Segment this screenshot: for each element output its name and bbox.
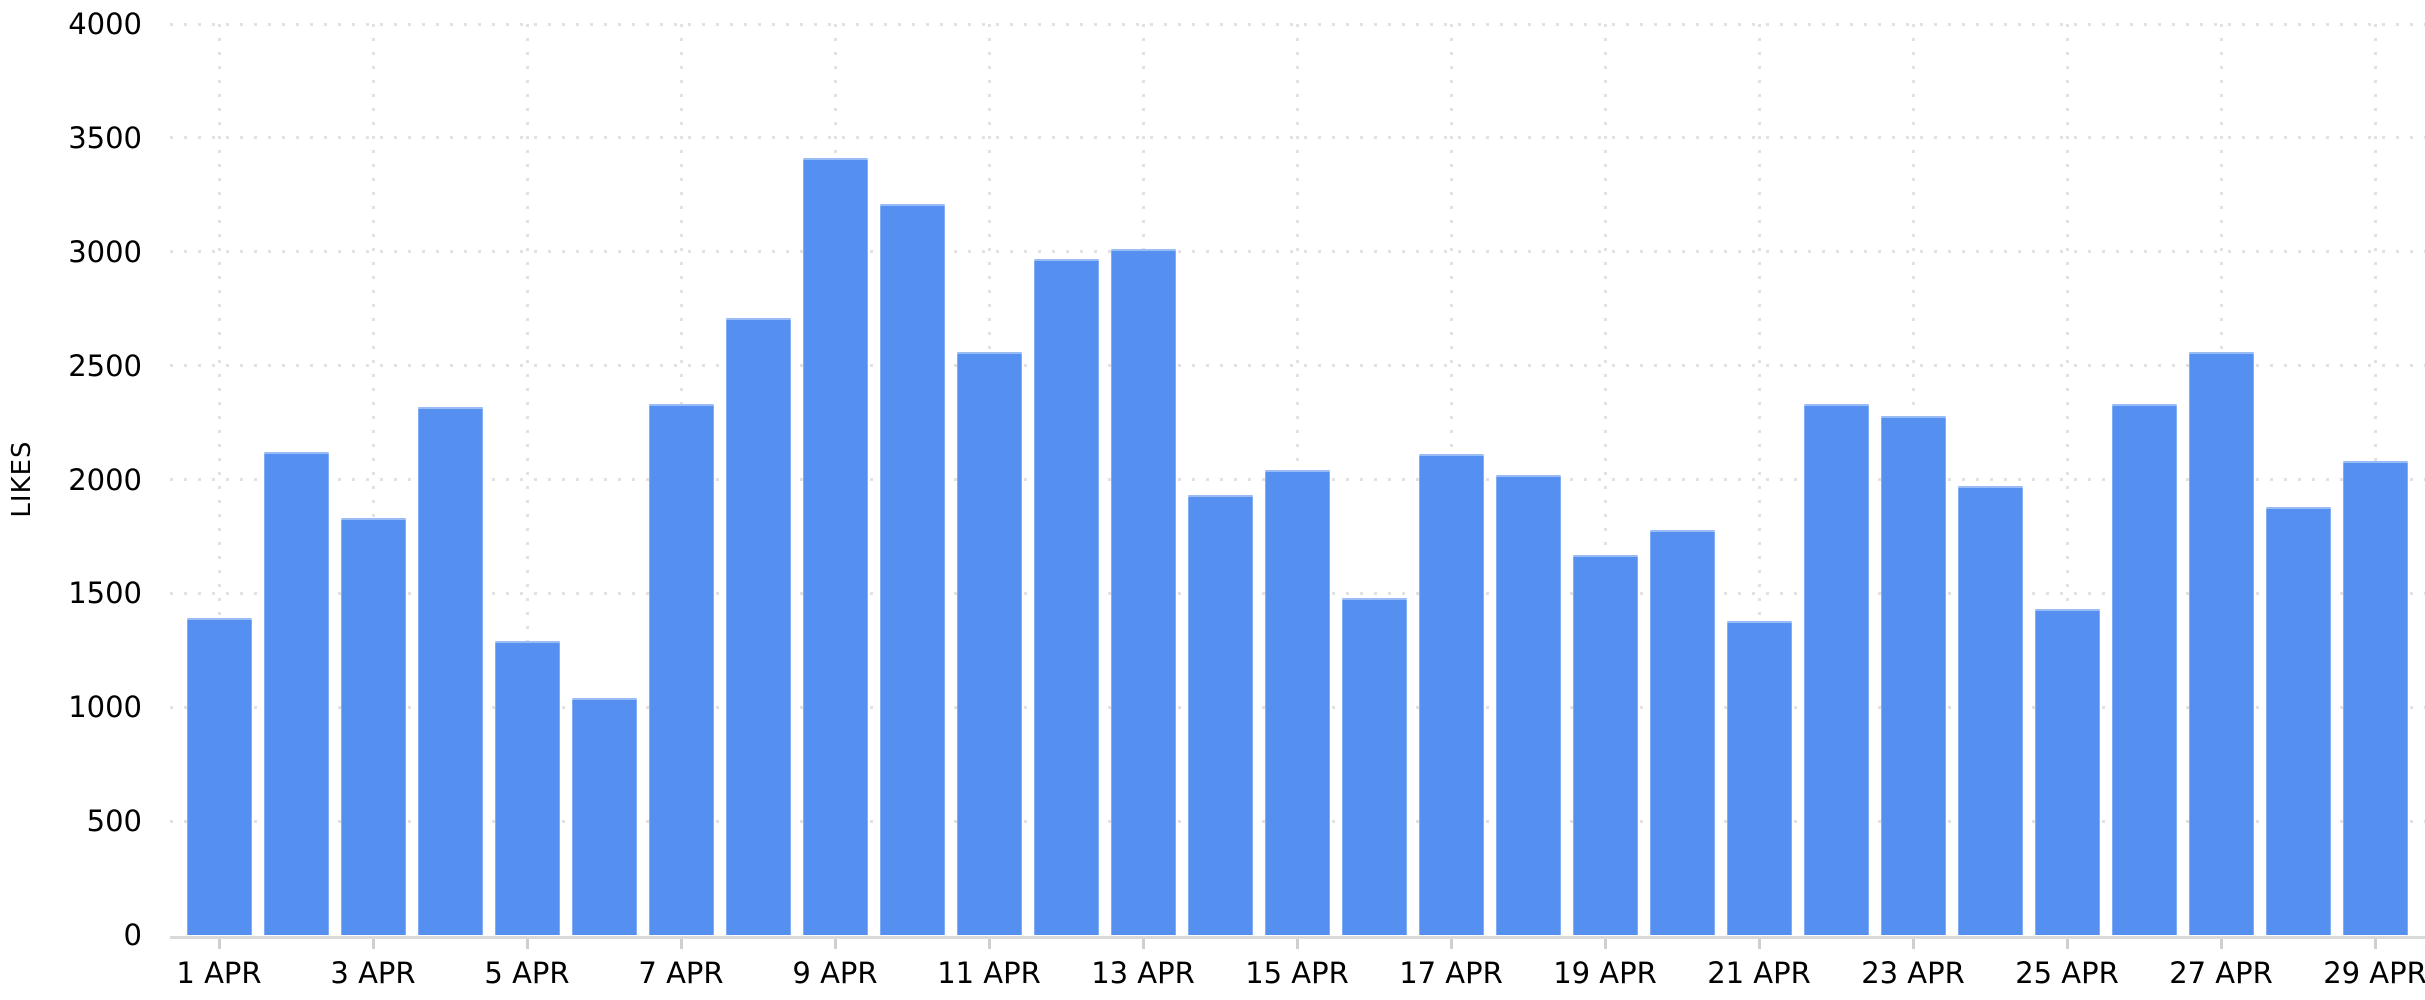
bar-10-apr[interactable] xyxy=(879,203,945,935)
bar-12-apr[interactable] xyxy=(1033,258,1099,935)
bar-6-apr[interactable] xyxy=(571,698,637,935)
bar-18-apr[interactable] xyxy=(1495,474,1561,935)
x-axis-line xyxy=(170,936,2425,939)
v-gridline-25-apr xyxy=(2065,24,2069,935)
x-tick-label-23-apr: 23 APR xyxy=(1861,956,1965,990)
bar-28-apr[interactable] xyxy=(2265,506,2331,935)
v-gridline-3-apr xyxy=(371,24,375,935)
x-tick-mark-21-apr xyxy=(1757,939,1761,949)
v-gridline-19-apr xyxy=(1603,24,1607,935)
x-tick-label-19-apr: 19 APR xyxy=(1553,956,1657,990)
x-tick-label-7-apr: 7 APR xyxy=(638,956,724,990)
v-gridline-21-apr xyxy=(1757,24,1761,935)
x-tick-label-25-apr: 25 APR xyxy=(2015,956,2119,990)
x-tick-mark-11-apr xyxy=(987,939,991,949)
bar-24-apr[interactable] xyxy=(1957,486,2023,935)
bar-4-apr[interactable] xyxy=(417,406,483,935)
x-tick-label-17-apr: 17 APR xyxy=(1399,956,1503,990)
x-tick-mark-19-apr xyxy=(1603,939,1607,949)
y-tick-label-3000: 3000 xyxy=(68,234,142,269)
bar-14-apr[interactable] xyxy=(1187,495,1253,935)
bar-27-apr[interactable] xyxy=(2188,351,2254,935)
x-tick-label-1-apr: 1 APR xyxy=(176,956,262,990)
x-tick-label-15-apr: 15 APR xyxy=(1245,956,1349,990)
bar-20-apr[interactable] xyxy=(1649,529,1715,935)
y-tick-label-2500: 2500 xyxy=(68,348,142,383)
x-tick-label-29-apr: 29 APR xyxy=(2323,956,2425,990)
bar-17-apr[interactable] xyxy=(1418,454,1484,935)
x-tick-label-21-apr: 21 APR xyxy=(1707,956,1811,990)
x-tick-label-5-apr: 5 APR xyxy=(484,956,570,990)
y-tick-label-4000: 4000 xyxy=(68,7,142,41)
y-tick-label-1500: 1500 xyxy=(68,576,142,611)
x-tick-mark-1-apr xyxy=(217,939,221,949)
y-tick-label-2000: 2000 xyxy=(68,462,142,497)
bar-2-apr[interactable] xyxy=(263,452,329,935)
x-tick-mark-17-apr xyxy=(1449,939,1453,949)
bar-13-apr[interactable] xyxy=(1110,249,1176,935)
bar-7-apr[interactable] xyxy=(648,404,714,935)
bar-1-apr[interactable] xyxy=(186,618,252,935)
x-tick-label-3-apr: 3 APR xyxy=(330,956,416,990)
bar-9-apr[interactable] xyxy=(802,158,868,935)
y-tick-label-1000: 1000 xyxy=(68,690,142,725)
bar-11-apr[interactable] xyxy=(956,351,1022,935)
x-tick-mark-9-apr xyxy=(833,939,837,949)
x-tick-mark-25-apr xyxy=(2065,939,2069,949)
bar-19-apr[interactable] xyxy=(1572,554,1638,935)
y-tick-label-3500: 3500 xyxy=(68,120,142,155)
x-tick-mark-29-apr xyxy=(2373,939,2377,949)
x-tick-mark-3-apr xyxy=(371,939,375,949)
y-tick-label-0: 0 xyxy=(123,918,142,952)
bar-21-apr[interactable] xyxy=(1726,620,1792,935)
x-tick-label-13-apr: 13 APR xyxy=(1091,956,1195,990)
y-tick-label-500: 500 xyxy=(86,804,142,839)
x-tick-mark-27-apr xyxy=(2219,939,2223,949)
x-tick-mark-13-apr xyxy=(1141,939,1145,949)
bar-22-apr[interactable] xyxy=(1803,404,1869,935)
bar-26-apr[interactable] xyxy=(2111,404,2177,935)
bar-8-apr[interactable] xyxy=(725,317,791,935)
x-tick-mark-5-apr xyxy=(525,939,529,949)
x-tick-label-9-apr: 9 APR xyxy=(792,956,878,990)
bar-15-apr[interactable] xyxy=(1264,470,1330,935)
bar-25-apr[interactable] xyxy=(2034,609,2100,935)
x-tick-label-27-apr: 27 APR xyxy=(2169,956,2273,990)
bar-23-apr[interactable] xyxy=(1880,415,1946,935)
v-gridline-1-apr xyxy=(217,24,221,935)
bar-29-apr[interactable] xyxy=(2342,461,2408,935)
x-tick-mark-7-apr xyxy=(679,939,683,949)
x-tick-label-11-apr: 11 APR xyxy=(937,956,1041,990)
x-tick-mark-23-apr xyxy=(1911,939,1915,949)
bar-3-apr[interactable] xyxy=(340,518,406,935)
bar-5-apr[interactable] xyxy=(494,641,560,935)
v-gridline-5-apr xyxy=(525,24,529,935)
x-tick-mark-15-apr xyxy=(1295,939,1299,949)
bar-16-apr[interactable] xyxy=(1341,597,1407,935)
